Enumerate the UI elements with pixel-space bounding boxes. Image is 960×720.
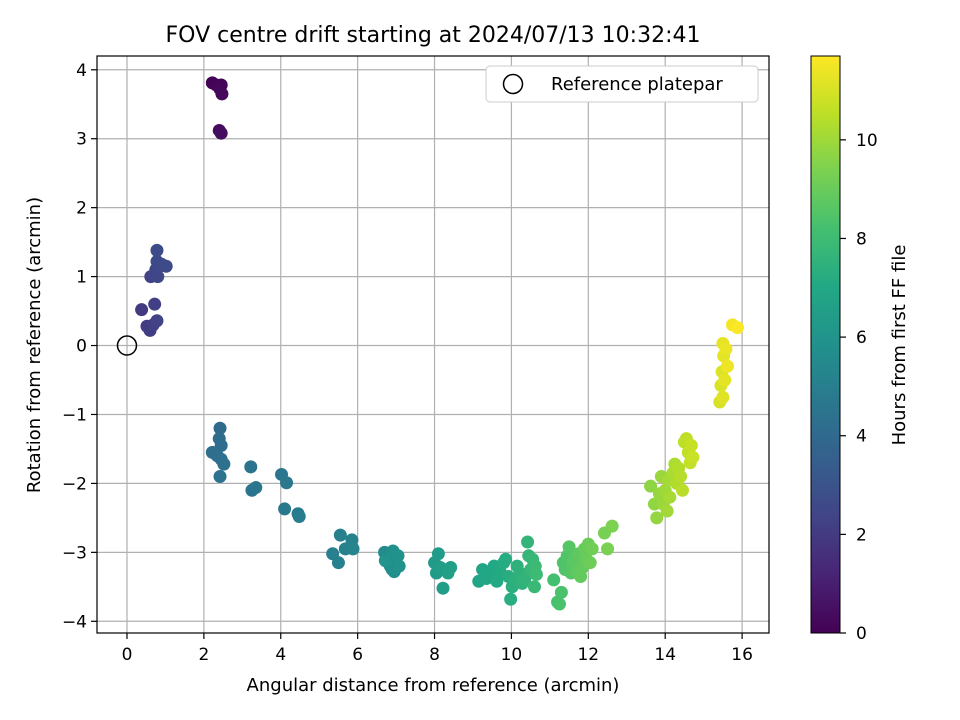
data-point [159, 259, 173, 273]
x-tick-label: 4 [275, 645, 286, 665]
data-point [562, 540, 576, 554]
grid-lines [97, 56, 769, 633]
data-point [292, 509, 306, 523]
colorbar-tick-label: 0 [856, 624, 867, 644]
x-tick-label: 10 [501, 645, 523, 665]
data-point [605, 519, 619, 533]
data-point [529, 567, 543, 581]
data-point [527, 580, 541, 594]
data-point [150, 314, 164, 328]
plot-frame [96, 55, 770, 634]
data-point [391, 549, 405, 563]
y-tick-label: −4 [62, 612, 87, 632]
data-point [378, 554, 392, 568]
x-tick-label: 2 [198, 645, 209, 665]
colorbar-tick-label: 8 [856, 229, 867, 249]
data-point [547, 573, 561, 587]
data-point [674, 470, 688, 484]
colorbar-label: Hours from first FF file [889, 245, 910, 446]
data-point [444, 561, 458, 575]
data-point [244, 460, 258, 474]
y-tick-label: −3 [62, 543, 87, 563]
colorbar-tick-label: 10 [856, 131, 878, 151]
y-axis-ticks: −4 −3 −2 −1 0 1 2 3 4 [62, 61, 97, 632]
data-point [716, 390, 730, 404]
data-point [504, 592, 518, 606]
y-tick-label: 2 [76, 199, 87, 219]
x-tick-label: 16 [731, 645, 753, 665]
reference-marker [116, 335, 138, 356]
legend-box [485, 65, 759, 103]
legend: Reference platepar [485, 65, 759, 103]
data-point [214, 438, 228, 452]
x-axis-ticks: 0 2 4 6 8 10 12 14 16 [122, 633, 753, 665]
data-point [730, 321, 744, 335]
y-tick-label: 4 [76, 61, 87, 81]
data-point [280, 476, 294, 490]
y-axis-label: Rotation from reference (arcmin) [24, 197, 45, 493]
data-point [213, 470, 227, 484]
data-point [392, 559, 406, 573]
y-tick-label: −2 [62, 474, 87, 494]
data-point [660, 504, 674, 518]
data-point [684, 438, 698, 452]
data-point [431, 547, 445, 561]
x-tick-label: 8 [429, 645, 440, 665]
data-point [676, 483, 690, 497]
data-point [214, 126, 228, 140]
x-tick-label: 14 [654, 645, 676, 665]
data-point [601, 542, 615, 556]
legend-marker-reference [502, 73, 524, 95]
data-point [346, 542, 360, 556]
reference-marker-group [116, 335, 138, 356]
data-point [436, 581, 450, 595]
data-point [583, 556, 597, 570]
data-point [644, 479, 658, 493]
colorbar-tick-label: 4 [856, 427, 867, 447]
data-point [686, 450, 700, 464]
data-points [135, 76, 744, 611]
data-point [150, 243, 164, 257]
data-point [278, 502, 292, 516]
y-tick-label: −1 [62, 405, 87, 425]
data-point [151, 270, 165, 284]
y-tick-label: 0 [76, 337, 87, 357]
data-point [333, 528, 347, 542]
data-point [148, 297, 162, 311]
y-tick-label: 3 [76, 130, 87, 150]
data-point [554, 585, 568, 599]
colorbar-tick-label: 2 [856, 525, 867, 545]
data-point [718, 373, 732, 387]
x-tick-label: 6 [352, 645, 363, 665]
data-point [249, 481, 263, 495]
colorbar [810, 55, 841, 634]
data-point [552, 597, 566, 611]
chart-title: FOV centre drift starting at 2024/07/13 … [166, 23, 701, 48]
data-point [663, 490, 677, 504]
legend-label-reference: Reference platepar [551, 74, 723, 95]
data-point [135, 303, 149, 317]
colorbar-tick-label: 6 [856, 328, 867, 348]
data-point [650, 511, 664, 525]
x-tick-label: 0 [122, 645, 133, 665]
data-point [215, 87, 229, 101]
data-point [213, 421, 227, 435]
data-point [217, 457, 231, 471]
data-point [521, 535, 535, 549]
data-point [585, 542, 599, 556]
data-point [719, 342, 733, 356]
colorbar-ticks: 0 2 4 6 8 10 [840, 131, 878, 644]
y-tick-label: 1 [76, 268, 87, 288]
x-tick-label: 12 [577, 645, 599, 665]
data-point [331, 556, 345, 570]
data-point [499, 552, 513, 566]
data-point [720, 359, 734, 373]
x-axis-label: Angular distance from reference (arcmin) [247, 675, 620, 696]
